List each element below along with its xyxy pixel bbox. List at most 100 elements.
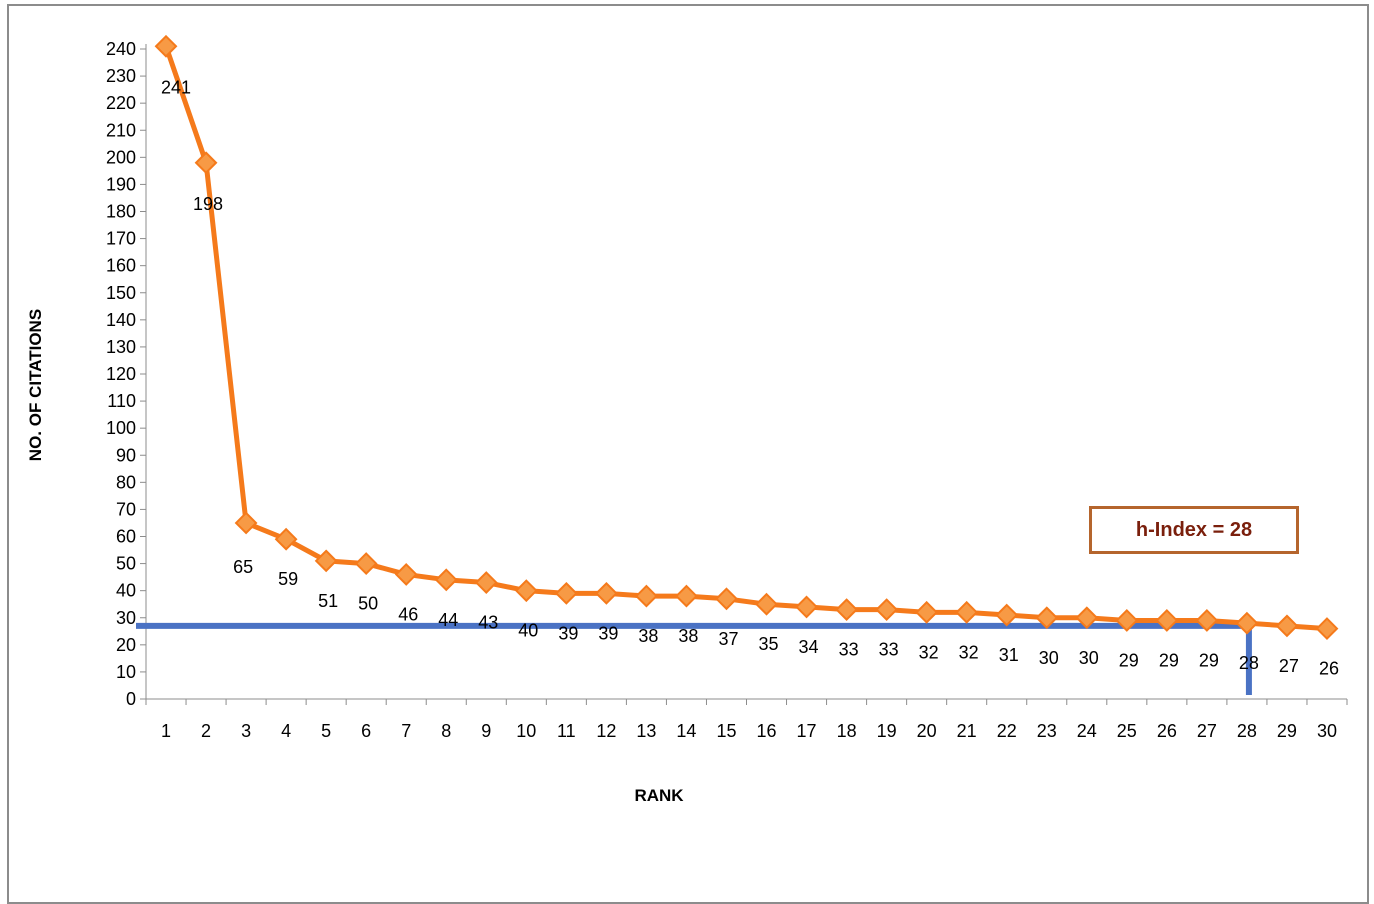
data-point-marker <box>1315 617 1339 640</box>
data-label: 59 <box>278 569 298 589</box>
x-tick-label: 16 <box>757 721 777 741</box>
data-label: 30 <box>1039 648 1059 668</box>
x-tick-label: 4 <box>281 721 291 741</box>
data-label: 40 <box>518 621 538 641</box>
data-point-marker <box>1235 611 1259 635</box>
y-tick-label: 160 <box>106 256 136 276</box>
data-point-marker <box>554 581 578 605</box>
y-tick-label: 170 <box>106 229 136 249</box>
data-label: 43 <box>478 613 498 633</box>
data-label: 65 <box>233 557 253 577</box>
y-axis-title: NO. OF CITATIONS <box>26 309 45 461</box>
data-point-marker <box>474 571 498 594</box>
x-tick-label: 8 <box>441 721 451 741</box>
x-tick-label: 19 <box>877 721 897 741</box>
y-tick-label: 20 <box>116 635 136 655</box>
y-tick-label: 240 <box>106 39 136 59</box>
x-tick-label: 13 <box>636 721 656 741</box>
data-label: 241 <box>161 77 191 97</box>
data-label: 34 <box>799 637 819 657</box>
data-point-marker <box>394 563 418 586</box>
data-point-marker <box>1035 606 1059 630</box>
y-tick-label: 180 <box>106 202 136 222</box>
series-markers <box>154 34 1339 640</box>
x-tick-label: 30 <box>1317 721 1337 741</box>
data-label: 50 <box>358 594 378 614</box>
data-point-marker <box>715 587 738 611</box>
data-label: 44 <box>438 610 458 630</box>
data-label: 28 <box>1239 653 1259 673</box>
data-point-marker <box>354 552 378 575</box>
data-point-marker <box>675 584 698 608</box>
data-point-marker <box>314 549 338 573</box>
data-label: 37 <box>718 629 738 649</box>
data-point-marker <box>1075 606 1099 630</box>
data-point-marker <box>955 600 979 624</box>
x-axis-ticks: 1 2 3 4 5 6 7 8 9 10 11 12 13 14 15 16 17 18 19 20 21 22 23 24 2… <box>145 699 1348 741</box>
data-point-marker <box>635 584 658 608</box>
data-point-marker <box>875 598 899 622</box>
data-label: 35 <box>759 634 779 654</box>
data-point-marker <box>154 34 178 58</box>
data-point-marker <box>1275 614 1299 638</box>
data-point-marker <box>755 592 778 616</box>
x-tick-label: 25 <box>1117 721 1137 741</box>
x-tick-label: 24 <box>1077 721 1097 741</box>
y-tick-label: 80 <box>116 472 136 492</box>
data-point-marker <box>1195 609 1219 632</box>
data-label: 27 <box>1279 656 1299 676</box>
h-index-annotation: h-Index = 28 <box>1089 506 1299 554</box>
data-point-marker <box>234 511 258 535</box>
data-label: 29 <box>1119 650 1139 670</box>
x-tick-label: 12 <box>596 721 616 741</box>
data-label: 29 <box>1199 650 1219 670</box>
x-tick-label: 11 <box>557 721 576 741</box>
y-tick-label: 90 <box>116 445 136 465</box>
y-tick-label: 230 <box>106 66 136 86</box>
y-tick-label: 140 <box>106 310 136 330</box>
data-point-marker <box>995 603 1019 627</box>
y-tick-label: 50 <box>116 554 136 574</box>
h-index-annotation-text: h-Index = 28 <box>1135 518 1253 541</box>
x-tick-label: 28 <box>1237 721 1257 741</box>
x-tick-label: 18 <box>837 721 857 741</box>
x-tick-label: 21 <box>957 721 977 741</box>
data-point-marker <box>194 151 218 175</box>
x-tick-label: 9 <box>481 721 491 741</box>
data-label: 46 <box>398 604 418 624</box>
data-label: 33 <box>839 640 859 660</box>
data-point-marker <box>835 598 858 622</box>
x-axis-title: RANK <box>634 786 684 805</box>
data-label: 38 <box>678 626 698 646</box>
data-point-marker <box>594 581 618 605</box>
x-tick-label: 6 <box>361 721 371 741</box>
y-tick-label: 190 <box>106 174 136 194</box>
x-tick-label: 14 <box>676 721 696 741</box>
data-label: 31 <box>999 645 1019 665</box>
data-label: 198 <box>193 194 223 214</box>
x-tick-label: 27 <box>1197 721 1217 741</box>
x-tick-label: 20 <box>917 721 937 741</box>
y-tick-label: 220 <box>106 93 136 113</box>
x-tick-label: 26 <box>1157 721 1177 741</box>
data-point-marker <box>514 579 538 603</box>
y-tick-label: 210 <box>106 120 136 140</box>
x-tick-label: 15 <box>716 721 736 741</box>
data-label: 30 <box>1079 648 1099 668</box>
h-index-line <box>136 622 1252 695</box>
data-point-marker <box>1115 609 1139 632</box>
x-tick-label: 2 <box>201 721 211 741</box>
data-label: 38 <box>638 626 658 646</box>
y-tick-label: 10 <box>116 662 136 682</box>
x-tick-label: 1 <box>161 721 171 741</box>
data-label: 32 <box>919 642 939 662</box>
data-label: 39 <box>598 623 618 643</box>
x-tick-label: 17 <box>797 721 817 741</box>
data-label: 26 <box>1319 659 1339 679</box>
y-tick-label: 30 <box>116 608 136 628</box>
x-tick-label: 5 <box>321 721 331 741</box>
data-point-marker <box>915 600 939 624</box>
y-tick-label: 200 <box>106 147 136 167</box>
data-labels: 241 198 65 59 51 50 46 44 43 40 39 39 38 38 37 35 34 33 33… <box>161 77 1339 678</box>
x-tick-label: 10 <box>516 721 536 741</box>
